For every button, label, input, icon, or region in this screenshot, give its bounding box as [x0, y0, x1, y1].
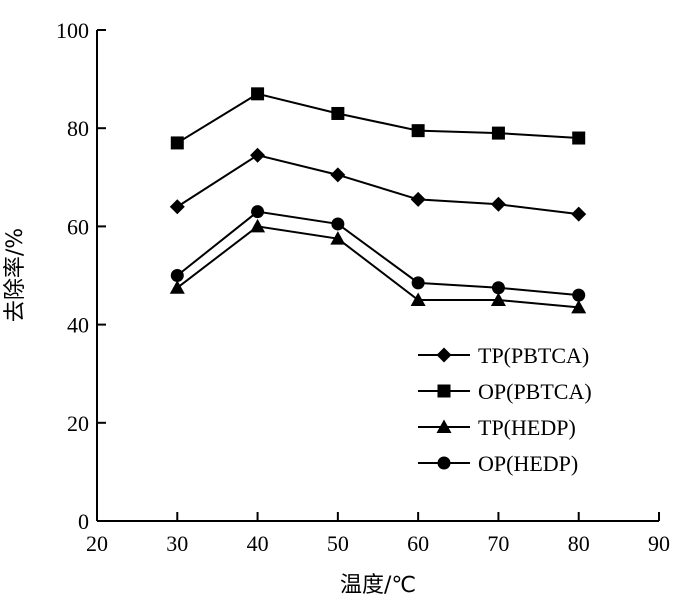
y-tick-label: 20	[67, 411, 89, 436]
x-tick-label: 20	[86, 531, 108, 556]
legend-marker	[437, 384, 451, 398]
series-line	[176, 154, 579, 216]
data-point	[571, 206, 587, 222]
y-axis-title: 去除率/%	[3, 228, 28, 322]
data-point	[572, 288, 586, 302]
data-point	[250, 147, 266, 163]
data-point	[170, 136, 184, 150]
legend-item: TP(HEDP)	[418, 415, 576, 440]
data-point	[411, 124, 425, 138]
x-tick-label: 50	[327, 531, 349, 556]
series-line	[176, 210, 579, 297]
data-point	[331, 106, 345, 120]
data-point	[491, 281, 505, 295]
legend-item: TP(PBTCA)	[418, 343, 589, 368]
data-point	[169, 280, 185, 294]
data-point	[490, 292, 506, 307]
y-tick-label: 100	[56, 18, 89, 43]
data-point	[330, 231, 346, 245]
legend-marker	[437, 456, 451, 470]
x-tick-label: 70	[487, 531, 509, 556]
data-point	[411, 276, 425, 290]
x-tick-label: 40	[247, 531, 269, 556]
data-point	[491, 126, 505, 140]
legend-label: TP(HEDP)	[478, 415, 576, 440]
series-3	[170, 205, 586, 302]
data-point	[250, 218, 266, 233]
legend-label: OP(PBTCA)	[478, 379, 592, 404]
data-point	[251, 87, 265, 101]
series-1	[170, 87, 586, 150]
x-tick-label: 80	[568, 531, 590, 556]
data-point	[169, 199, 185, 215]
legend-marker	[436, 347, 452, 363]
data-point	[331, 217, 345, 231]
legend-marker	[436, 419, 452, 433]
series-line	[176, 92, 579, 144]
legend-item: OP(PBTCA)	[418, 379, 592, 404]
data-point	[251, 205, 265, 219]
data-point	[490, 196, 506, 212]
legend-label: TP(PBTCA)	[478, 343, 589, 368]
x-axis-title: 温度/℃	[340, 573, 416, 598]
legend-label: OP(HEDP)	[478, 451, 578, 476]
y-tick-label: 60	[67, 214, 89, 239]
data-point	[571, 299, 587, 314]
data-point	[330, 167, 346, 183]
y-tick-label: 40	[67, 313, 89, 338]
legend: TP(PBTCA) OP(PBTCA) TP(HEDP) OP(HEDP)	[418, 343, 592, 476]
x-tick-label: 60	[407, 531, 429, 556]
series-0	[169, 147, 587, 222]
y-tick-label: 80	[67, 116, 89, 141]
series-2	[169, 218, 587, 314]
data-point	[572, 131, 586, 145]
x-tick-label: 30	[166, 531, 188, 556]
data-point	[410, 191, 426, 207]
data-point	[410, 292, 426, 307]
y-tick-label: 0	[78, 509, 89, 534]
x-tick-label: 90	[648, 531, 670, 556]
legend-item: OP(HEDP)	[418, 451, 578, 476]
series-line	[176, 225, 579, 309]
series-layer	[169, 87, 587, 314]
data-point	[170, 269, 184, 282]
